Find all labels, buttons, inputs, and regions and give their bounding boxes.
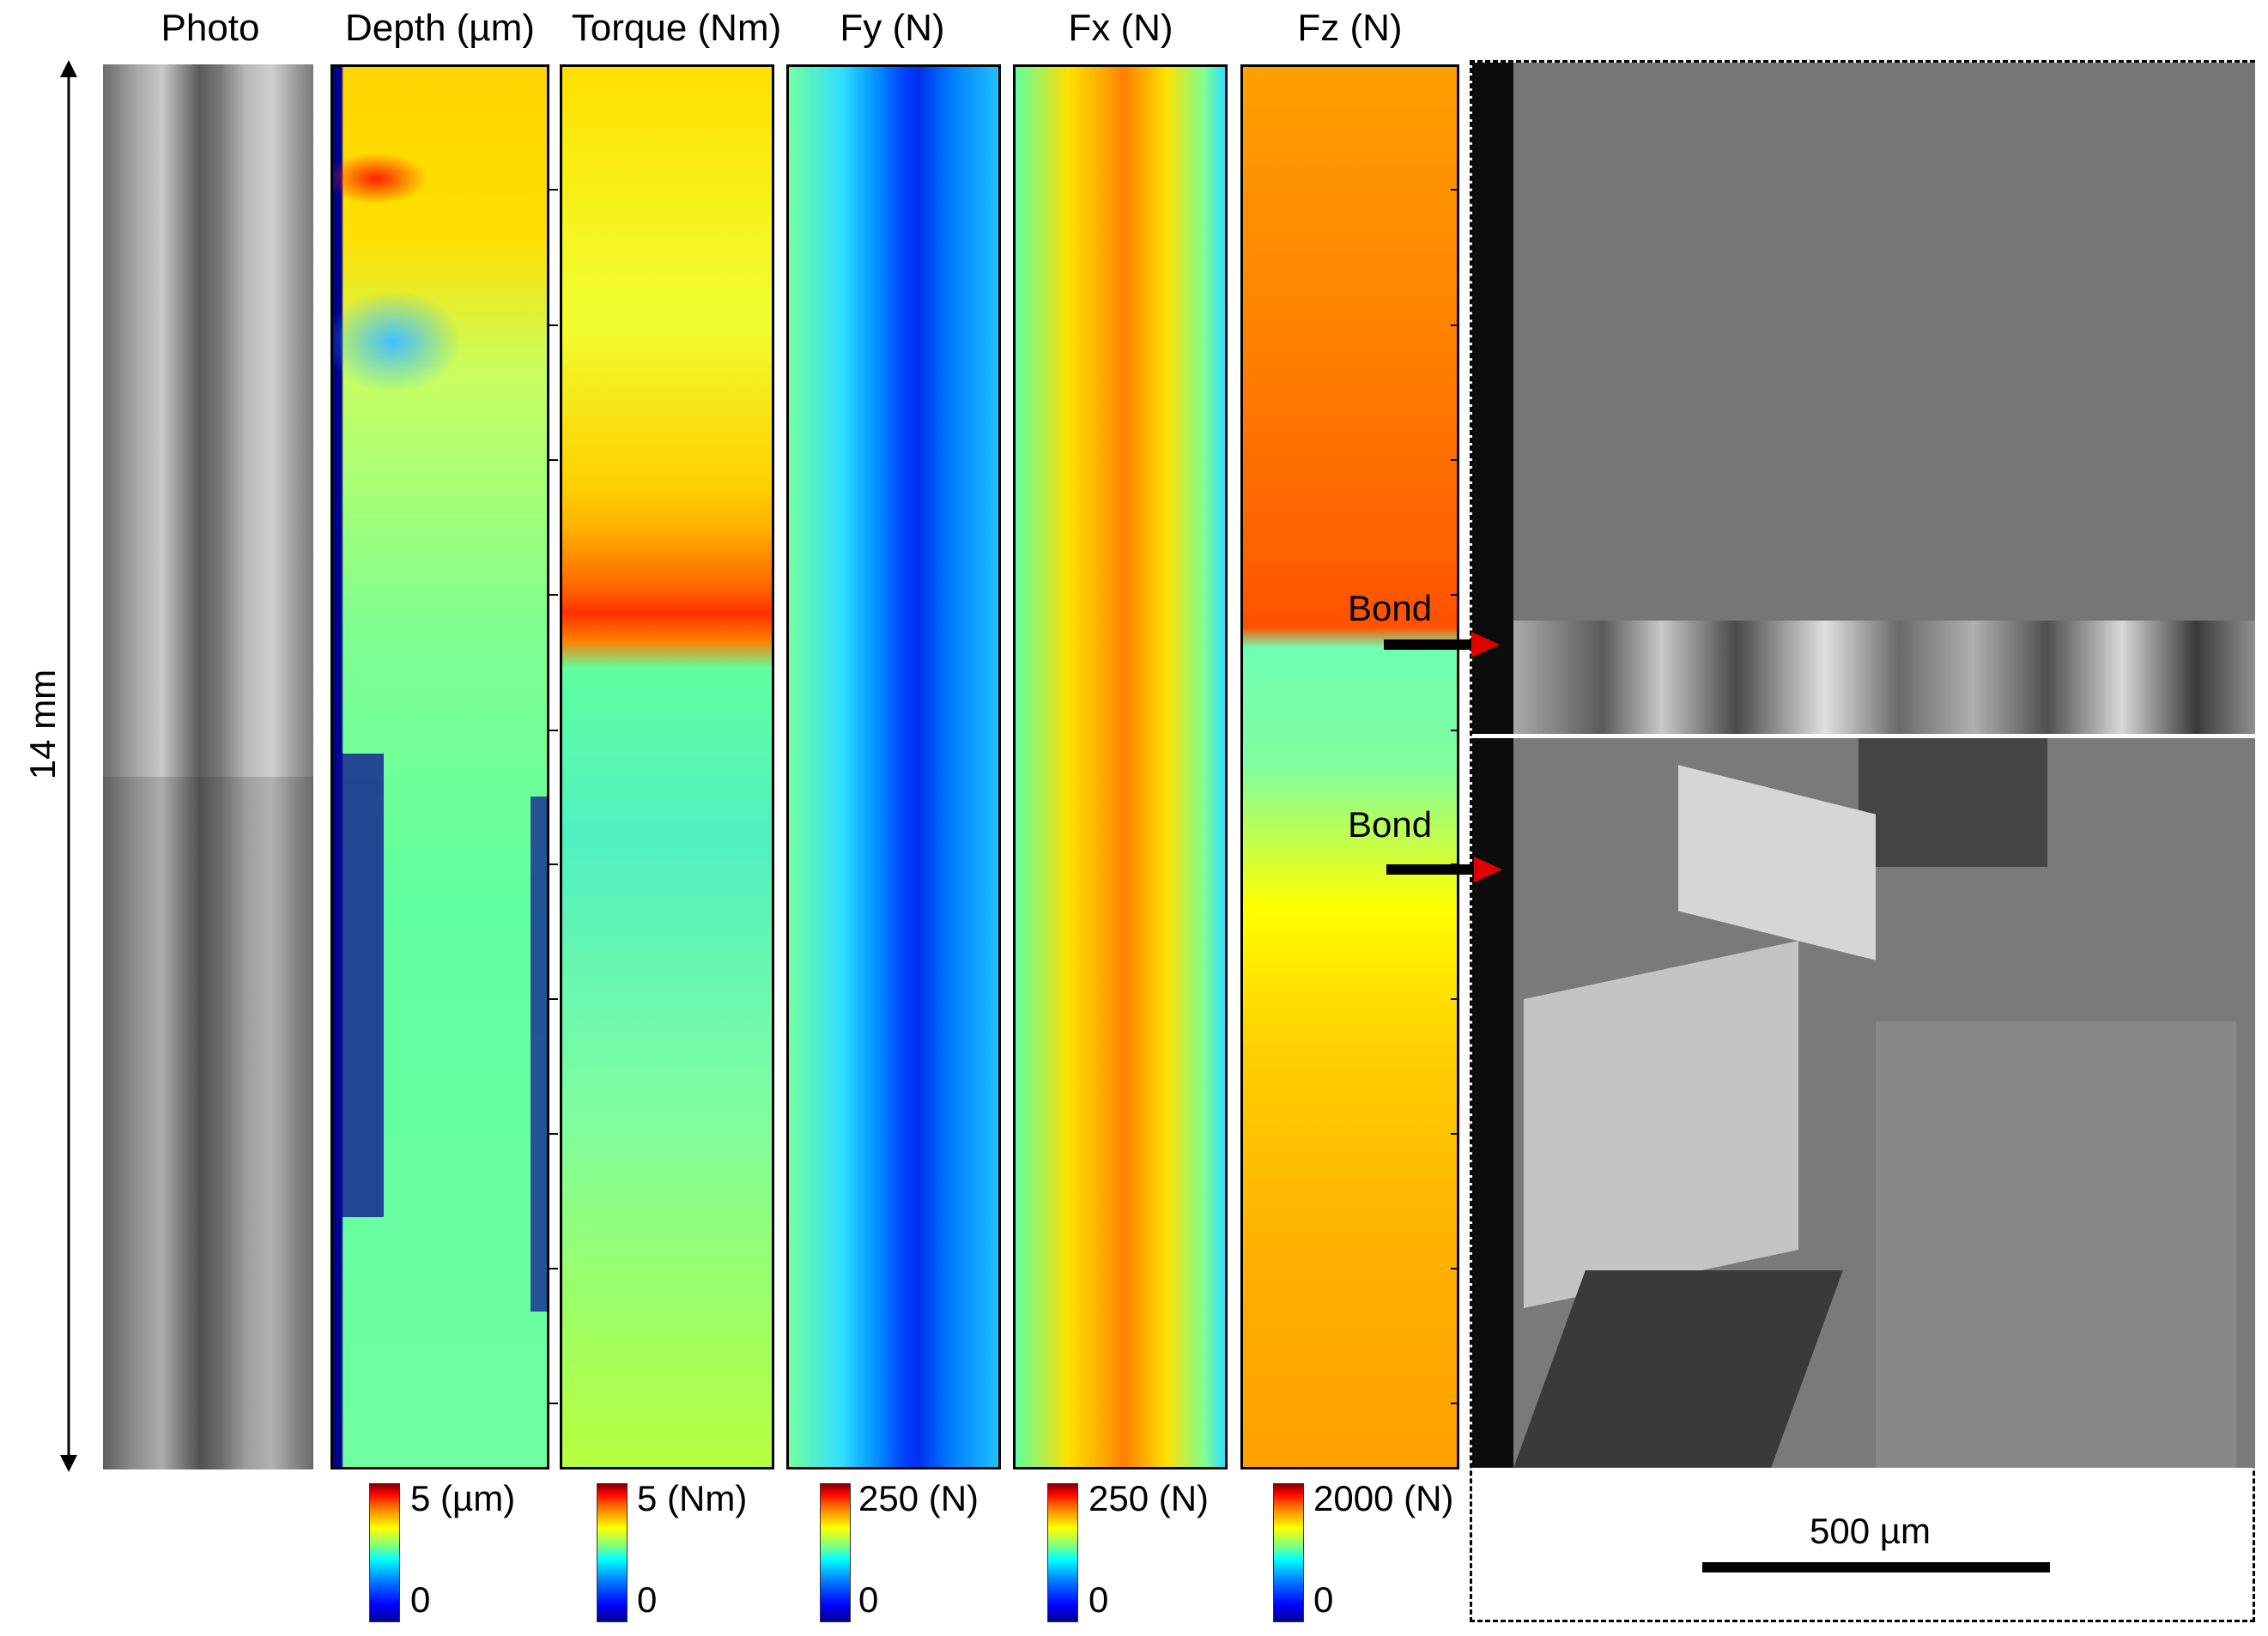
micrograph-upper [1472, 63, 2255, 734]
lower-grain-light-1 [1524, 940, 1798, 1309]
upper-grains [1513, 621, 2255, 734]
fx-colorbar [1047, 1483, 1078, 1622]
photo-lower-tint [103, 777, 313, 1469]
scale-bar-label: 500 µm [1810, 1511, 1931, 1551]
micrograph-divider [1472, 734, 2255, 738]
bond-arrow-lower [1386, 857, 1502, 882]
fz-title: Fz (N) [1297, 7, 1403, 49]
torque-title: Torque (Nm) [571, 7, 782, 49]
photo-panel [103, 64, 313, 1469]
depth-title: Depth (µm) [345, 7, 535, 49]
lower-edge-band [1472, 738, 1513, 1468]
torque-map [560, 64, 774, 1469]
lower-grain-light-2 [1678, 765, 1876, 960]
fz-colorbar-min: 0 [1313, 1579, 1334, 1620]
upper-edge-band [1472, 63, 1513, 734]
depth-map [330, 64, 549, 1469]
bond-label-upper: Bond [1348, 588, 1433, 628]
depth-void-left [337, 754, 384, 1217]
fz-colorbar [1273, 1483, 1304, 1622]
fz-map [1240, 64, 1459, 1469]
lower-grain-dark-2 [1513, 1270, 1843, 1468]
lower-grain-dark-1 [1859, 738, 2047, 867]
bond-label-lower: Bond [1348, 804, 1433, 845]
bond-arrow-upper [1384, 632, 1500, 657]
depth-colorbar-min: 0 [410, 1579, 431, 1620]
scale-bar [1702, 1562, 2050, 1572]
photo-title: Photo [161, 7, 260, 49]
micrograph-lower [1472, 738, 2255, 1468]
length-label: 14 mm [22, 669, 63, 780]
fy-title: Fy (N) [840, 7, 945, 49]
fx-colorbar-max: 250 (N) [1089, 1478, 1210, 1518]
length-arrow [60, 60, 77, 1472]
fy-colorbar-max: 250 (N) [858, 1478, 979, 1518]
fx-colorbar-min: 0 [1089, 1579, 1109, 1620]
depth-colorbar [369, 1483, 400, 1622]
fx-title: Fx (N) [1068, 7, 1173, 49]
fy-colorbar-min: 0 [858, 1579, 879, 1620]
fy-map [786, 64, 1001, 1469]
fy-colorbar [820, 1483, 851, 1622]
depth-void-right [531, 797, 547, 1312]
fz-colorbar-max: 2000 (N) [1313, 1478, 1454, 1518]
torque-colorbar-max: 5 (Nm) [637, 1478, 748, 1518]
lower-grain-mid [1876, 1021, 2236, 1468]
fx-map [1013, 64, 1228, 1469]
depth-colorbar-max: 5 (µm) [410, 1478, 516, 1518]
torque-colorbar-min: 0 [637, 1579, 658, 1620]
torque-colorbar [597, 1483, 628, 1622]
